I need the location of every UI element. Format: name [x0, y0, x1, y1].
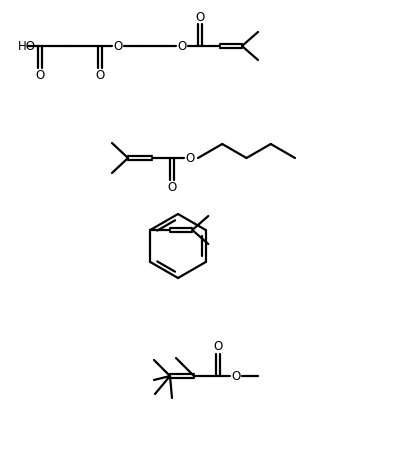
Text: O: O: [231, 370, 241, 383]
Text: O: O: [35, 69, 45, 82]
Text: O: O: [177, 40, 187, 53]
Text: HO: HO: [18, 40, 36, 53]
Text: O: O: [167, 181, 177, 194]
Text: O: O: [213, 341, 222, 354]
Text: O: O: [113, 40, 123, 53]
Text: O: O: [96, 69, 105, 82]
Text: O: O: [185, 152, 195, 165]
Text: O: O: [195, 11, 205, 24]
